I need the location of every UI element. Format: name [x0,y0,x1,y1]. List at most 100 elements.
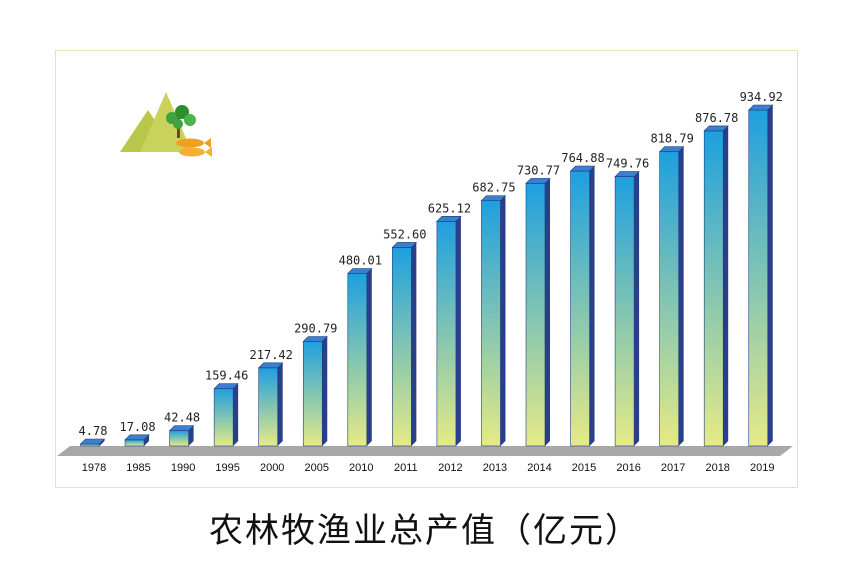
value-label: 42.48 [164,411,200,425]
bar-front [392,247,412,447]
value-label: 764.88 [561,151,604,165]
x-tick-label: 1995 [215,462,239,474]
bar-cap [257,362,284,369]
bar-side [589,166,595,446]
value-label: 290.79 [294,321,337,335]
bar-cap [703,125,729,132]
chart-floor [57,446,793,456]
bar-2010 [347,268,373,447]
bar-side [233,383,239,446]
x-tick-label: 2017 [661,462,685,474]
value-label: 4.78 [79,424,108,438]
bar-front [614,176,635,447]
bar-front [703,130,724,447]
bar-2013 [480,195,507,447]
x-tick-label: 1978 [82,462,106,474]
bar-1978 [79,438,106,447]
bar-2019 [748,104,774,447]
bar-side [366,268,372,446]
bar-cap [658,146,685,153]
x-tick-label: 2005 [305,462,329,474]
bar-2015 [569,165,596,447]
x-tick-label: 2010 [349,462,373,474]
bar-2017 [658,146,685,447]
value-label: 17.08 [119,420,155,434]
bar-side [144,434,150,446]
bar-front [659,151,679,447]
value-label: 749.76 [606,157,649,171]
bar-front [525,183,546,447]
bar-front [347,273,368,447]
bar-1985 [124,434,150,447]
bar-cap [525,178,551,184]
value-label: 730.77 [517,163,560,177]
bar-cap [614,171,640,177]
bar-front [258,367,279,447]
value-label: 682.75 [472,181,515,195]
x-tick-label: 1990 [171,462,195,474]
bar-2005 [302,336,328,447]
bar-front [481,200,501,447]
bar-side [411,242,417,446]
value-label: 159.46 [205,369,248,383]
mountain-tree-fish-logo-icon [120,92,212,157]
bar-side [99,439,105,446]
bar-cap [569,165,596,172]
bar-front [169,430,189,447]
bar-cap [436,216,462,222]
bar-cap [480,195,507,201]
x-tick-label: 2016 [616,462,640,474]
bar-cap [347,268,373,274]
bar-2012 [436,216,462,447]
bar-front [302,341,323,447]
x-tick-label: 2012 [438,462,462,474]
bar-1995 [213,383,239,447]
value-label: 480.01 [339,253,382,267]
bar-1990 [168,425,195,447]
bar-side [455,216,461,446]
bar-side [500,195,506,446]
value-label: 876.78 [695,111,738,125]
bar-2018 [703,125,729,447]
bar-side [188,425,194,446]
value-label: 934.92 [740,90,783,104]
x-tick-label: 2000 [260,462,284,474]
bar-2016 [614,171,640,447]
chart-frame [55,50,798,488]
chart-title: 农林牧渔业总产值（亿元） [209,511,641,551]
bar-side [634,171,640,446]
x-tick-label: 2013 [483,462,507,474]
bar-front [213,388,234,447]
bar-side [322,336,328,446]
bar-cap [168,425,195,432]
x-tick-label: 2014 [527,462,551,474]
bar-side [767,105,773,446]
bar-cap [79,438,106,445]
bar-side [723,125,729,446]
x-tick-label: 2018 [705,462,729,474]
bar-cap [748,104,774,111]
bar-front [570,170,590,447]
bar-2014 [525,178,551,447]
value-label: 818.79 [650,132,693,146]
bar-side [545,178,550,447]
bar-2011 [391,242,418,447]
bar-side [678,146,684,447]
value-label: 625.12 [428,201,471,215]
bar-cap [213,383,239,389]
bar-cap [391,242,418,248]
x-tick-label: 1985 [126,462,150,474]
x-tick-label: 2019 [750,462,774,474]
x-tick-label: 2015 [572,462,596,474]
x-tick-label: 2011 [394,462,418,474]
bar-side [277,362,283,446]
value-label: 552.60 [383,227,426,241]
bar-front [436,221,457,447]
bar-front [748,109,769,447]
bar-cap [124,434,150,441]
value-label: 217.42 [250,348,293,362]
bar-front [124,439,145,447]
bar-2000 [257,362,284,447]
bar-cap [302,336,328,342]
